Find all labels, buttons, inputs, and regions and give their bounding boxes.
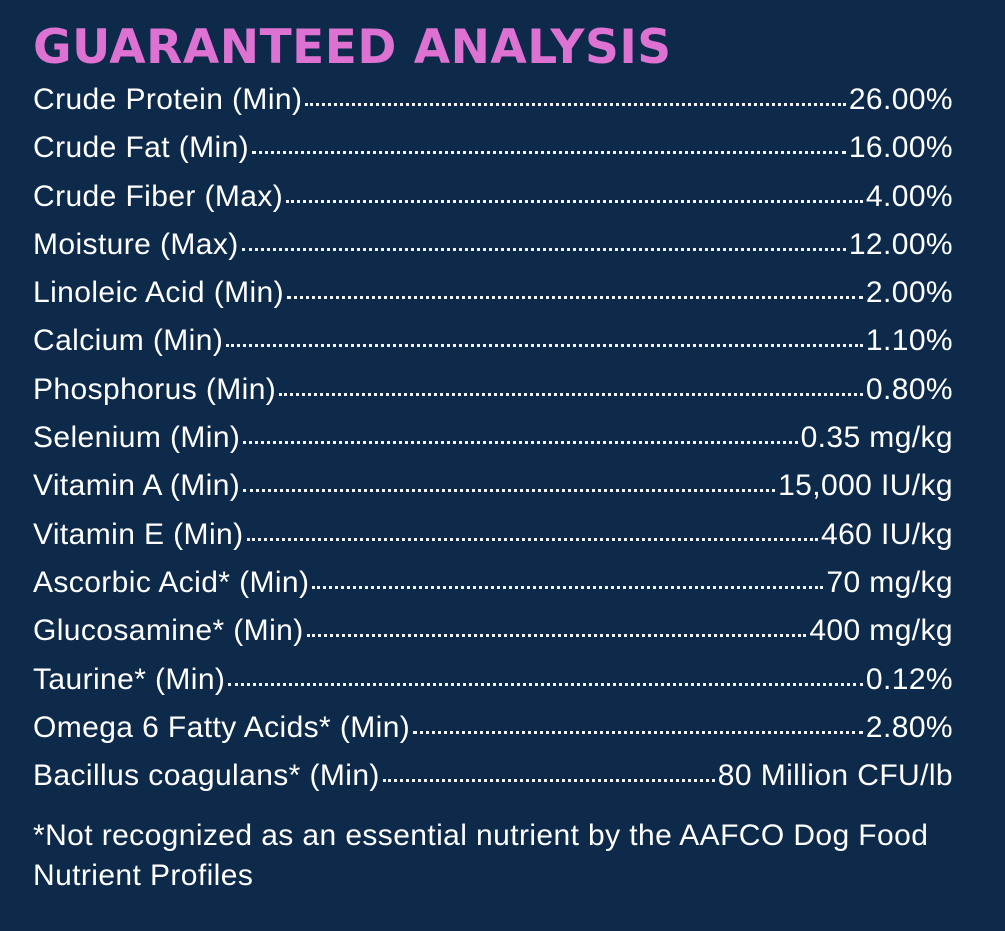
- dotted-leader: [413, 730, 863, 734]
- nutrient-row: Taurine* (Min) 0.12%: [33, 656, 953, 704]
- nutrient-row: Crude Fiber (Max) 4.00%: [33, 173, 953, 221]
- dotted-leader: [306, 634, 807, 638]
- nutrient-name: Taurine* (Min): [33, 662, 226, 696]
- nutrient-row: Phosphorus (Min) 0.80%: [33, 366, 953, 414]
- nutrient-value: 80 Million CFU/lb: [717, 759, 953, 793]
- nutrient-value: 0.35 mg/kg: [800, 421, 953, 455]
- dotted-leader: [312, 585, 824, 589]
- nutrient-name: Phosphorus (Min): [33, 372, 277, 406]
- nutrient-value: 26.00%: [848, 83, 953, 116]
- nutrient-name: Crude Protein (Min): [33, 83, 303, 116]
- nutrient-row: Calcium (Min) 1.10%: [33, 317, 953, 365]
- nutrient-row: Vitamin A (Min) 15,000 IU/kg: [33, 462, 953, 510]
- nutrient-row: Crude Protein (Min) 26.00%: [33, 76, 953, 124]
- nutrient-value: 1.10%: [865, 324, 953, 358]
- nutrient-value: 15,000 IU/kg: [778, 469, 953, 503]
- nutrient-name: Vitamin A (Min): [33, 469, 241, 503]
- dotted-leader: [241, 247, 846, 251]
- nutrient-value: 400 mg/kg: [809, 614, 953, 648]
- dotted-leader: [279, 392, 863, 396]
- dotted-leader: [382, 779, 715, 783]
- nutrient-row: Glucosamine* (Min) 400 mg/kg: [33, 607, 953, 655]
- dotted-leader: [226, 344, 863, 348]
- nutrient-name: Omega 6 Fatty Acids* (Min): [33, 710, 411, 744]
- nutrient-value: 0.80%: [865, 372, 953, 406]
- footnote: *Not recognized as an essential nutrient…: [33, 819, 929, 893]
- nutrient-name: Selenium (Min): [33, 421, 241, 455]
- nutrient-value: 460 IU/kg: [820, 517, 953, 551]
- nutrient-row: Linoleic Acid (Min) 2.00%: [33, 269, 953, 317]
- nutrient-row: Crude Fat (Min) 16.00%: [33, 124, 953, 172]
- nutrient-row: Moisture (Max) 12.00%: [33, 221, 953, 269]
- nutrient-value: 2.80%: [865, 710, 953, 744]
- dotted-leader: [286, 199, 863, 203]
- nutrient-name: Calcium (Min): [33, 324, 224, 358]
- nutrient-row: Bacillus coagulans* (Min) 80 Million CFU…: [33, 752, 953, 800]
- nutrient-value: 70 mg/kg: [826, 565, 953, 599]
- nutrient-name: Crude Fat (Min): [33, 131, 250, 165]
- nutrient-value: 2.00%: [865, 276, 953, 310]
- nutrient-name: Linoleic Acid (Min): [33, 276, 285, 310]
- nutrient-name: Crude Fiber (Max): [33, 179, 284, 213]
- panel-title: GUARANTEED ANALYSIS: [33, 20, 672, 75]
- nutrient-name: Glucosamine* (Min): [33, 614, 304, 648]
- dotted-leader: [243, 489, 776, 493]
- nutrient-row: Omega 6 Fatty Acids* (Min) 2.80%: [33, 704, 953, 752]
- nutrient-name: Bacillus coagulans* (Min): [33, 759, 380, 793]
- dotted-leader: [246, 537, 818, 541]
- nutrient-value: 0.12%: [865, 662, 953, 696]
- dotted-leader: [287, 296, 863, 300]
- nutrient-name: Moisture (Max): [33, 227, 239, 261]
- nutrient-list: Crude Protein (Min) 26.00% Crude Fat (Mi…: [33, 76, 953, 800]
- nutrient-value: 12.00%: [848, 227, 953, 261]
- nutrient-row: Ascorbic Acid* (Min) 70 mg/kg: [33, 559, 953, 607]
- dotted-leader: [243, 441, 798, 445]
- nutrient-name: Ascorbic Acid* (Min): [33, 565, 310, 599]
- nutrient-value: 16.00%: [848, 131, 953, 165]
- dotted-leader: [228, 682, 863, 686]
- nutrient-value: 4.00%: [865, 179, 953, 213]
- nutrient-name: Vitamin E (Min): [33, 517, 244, 551]
- nutrient-row: Selenium (Min) 0.35 mg/kg: [33, 414, 953, 462]
- dotted-leader: [252, 151, 846, 155]
- nutrient-row: Vitamin E (Min) 460 IU/kg: [33, 511, 953, 559]
- dotted-leader: [305, 103, 846, 106]
